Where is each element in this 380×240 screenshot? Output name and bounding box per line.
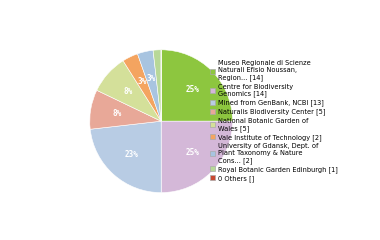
Wedge shape — [161, 121, 233, 192]
Text: 3%: 3% — [147, 73, 156, 83]
Legend: Museo Regionale di Scienze
Naturali Efisio Noussan,
Region... [14], Centre for B: Museo Regionale di Scienze Naturali Efis… — [210, 60, 338, 182]
Text: 8%: 8% — [113, 109, 122, 118]
Text: 23%: 23% — [125, 150, 139, 159]
Wedge shape — [97, 61, 161, 121]
Wedge shape — [138, 50, 161, 121]
Text: 25%: 25% — [185, 148, 200, 157]
Text: 25%: 25% — [185, 85, 200, 94]
Wedge shape — [153, 50, 161, 121]
Wedge shape — [90, 90, 161, 129]
Text: 3%: 3% — [137, 77, 147, 86]
Text: 8%: 8% — [124, 87, 133, 96]
Wedge shape — [90, 121, 161, 192]
Wedge shape — [123, 54, 161, 121]
Wedge shape — [161, 50, 233, 121]
